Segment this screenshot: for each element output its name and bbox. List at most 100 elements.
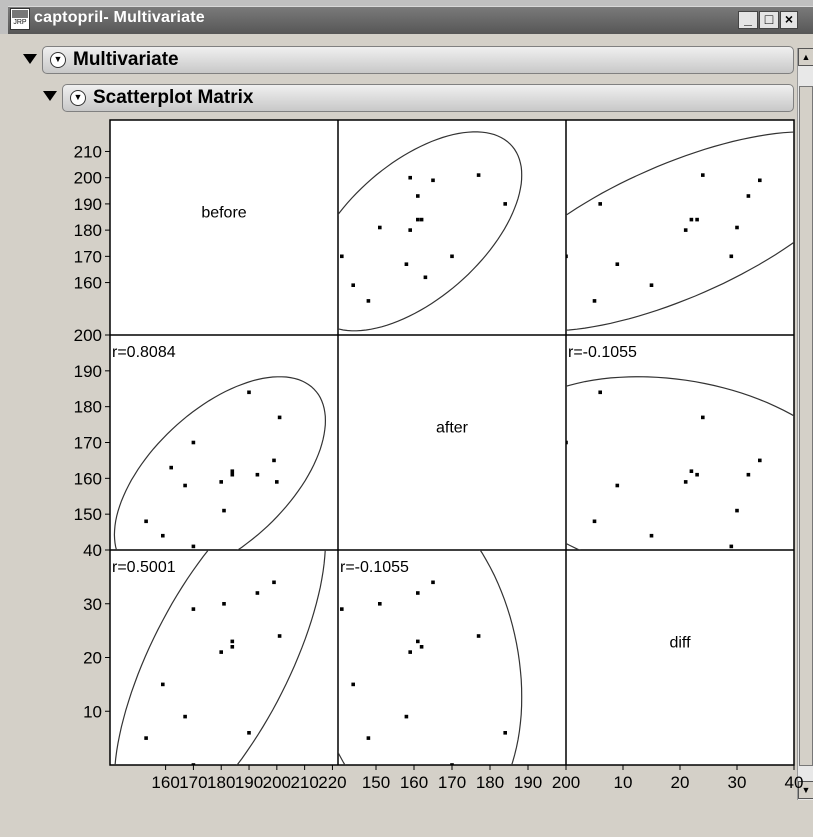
scroll-down-icon[interactable]: ▼	[798, 781, 813, 799]
close-button[interactable]: ×	[780, 11, 798, 29]
data-point	[340, 254, 344, 259]
x-tick-label: 200	[263, 773, 291, 792]
data-point	[230, 472, 235, 477]
data-point	[450, 763, 454, 765]
data-point	[183, 714, 187, 719]
data-point	[404, 262, 409, 266]
data-point	[798, 480, 802, 484]
data-point	[191, 544, 196, 549]
data-point	[161, 533, 165, 538]
density-ellipse-before-diff	[114, 550, 326, 765]
data-point	[450, 254, 454, 259]
data-point	[503, 202, 507, 206]
data-point	[219, 480, 223, 484]
data-point	[408, 175, 412, 180]
data-point	[649, 283, 654, 287]
disclosure-triangle-icon[interactable]	[23, 54, 37, 64]
outline-scatterplot-matrix[interactable]: ▼ Scatterplot Matrix	[62, 84, 794, 112]
data-point	[695, 472, 699, 477]
correlation-label: r=-0.1055	[568, 344, 637, 361]
data-point	[144, 519, 148, 524]
y-tick-label: 10	[83, 702, 102, 721]
scroll-up-icon[interactable]: ▲	[798, 48, 813, 66]
y-tick-label: 180	[74, 221, 102, 240]
data-point	[746, 472, 751, 477]
data-point	[592, 299, 597, 303]
data-point	[408, 650, 412, 654]
data-point	[191, 607, 196, 611]
outline-multivariate[interactable]: ▼ Multivariate	[42, 46, 794, 74]
x-tick-label: 170	[438, 773, 466, 792]
data-point	[416, 639, 420, 644]
data-point	[419, 217, 424, 222]
correlation-label: r=0.5001	[112, 559, 176, 576]
data-point	[277, 634, 282, 638]
window-title: captopril- Multivariate	[34, 9, 205, 26]
data-point	[275, 480, 279, 484]
x-tick-label: 200	[552, 773, 580, 792]
data-point	[351, 283, 355, 287]
data-point	[161, 682, 165, 687]
x-tick-label: 210	[290, 773, 318, 792]
data-point	[419, 645, 424, 649]
x-tick-label: 160	[400, 773, 428, 792]
data-point	[566, 440, 568, 445]
window-titlebar: JRP captopril- Multivariate _ □ ×	[0, 0, 813, 35]
y-tick-label: 170	[74, 247, 102, 266]
data-point	[735, 225, 739, 230]
data-point	[416, 591, 420, 595]
y-tick-label: 170	[74, 434, 102, 453]
vertical-scrollbar[interactable]: ▲ ▼	[797, 48, 813, 800]
density-ellipse-after-before	[338, 131, 523, 332]
y-tick-label: 30	[83, 595, 102, 614]
data-point	[689, 217, 694, 222]
outline-scatterplot-matrix-label: Scatterplot Matrix	[93, 87, 254, 108]
minimize-button[interactable]: _	[738, 11, 758, 29]
data-point	[247, 390, 251, 395]
data-point	[503, 731, 507, 735]
data-point	[169, 465, 173, 470]
matrix-background	[109, 119, 795, 766]
data-point	[689, 469, 694, 473]
data-point	[416, 194, 420, 198]
x-tick-label: 180	[207, 773, 235, 792]
disclosure-triangle-icon[interactable]	[43, 91, 57, 101]
data-point	[277, 415, 282, 420]
data-point	[683, 228, 688, 232]
data-point	[191, 763, 196, 765]
data-point	[735, 508, 739, 513]
y-tick-label: 160	[74, 469, 102, 488]
data-point	[598, 202, 602, 206]
maximize-button[interactable]: □	[759, 11, 779, 29]
data-point	[431, 580, 435, 585]
data-point	[431, 178, 435, 183]
x-tick-label: 180	[476, 773, 504, 792]
data-point	[701, 415, 705, 420]
data-point	[729, 544, 734, 549]
x-tick-label: 190	[235, 773, 263, 792]
jmp-document-icon: JRP	[10, 8, 30, 30]
x-tick-label: 30	[728, 773, 747, 792]
popup-menu-icon[interactable]: ▼	[70, 90, 86, 106]
density-ellipse-before-after	[113, 376, 326, 550]
data-point	[758, 178, 762, 183]
data-point	[649, 533, 654, 538]
data-point	[424, 769, 428, 773]
data-point	[351, 682, 355, 687]
data-point	[592, 519, 597, 524]
data-point	[366, 736, 371, 740]
popup-menu-icon[interactable]: ▼	[50, 52, 66, 68]
x-tick-label: 220	[318, 773, 346, 792]
data-point	[191, 440, 196, 445]
data-point	[408, 228, 412, 232]
data-point	[255, 472, 260, 477]
jmp-icon-text: JRP	[13, 19, 27, 26]
data-point	[340, 607, 344, 611]
data-point	[366, 299, 371, 303]
diagonal-label-before: before	[201, 205, 246, 222]
data-point	[404, 714, 409, 719]
y-tick-label: 210	[74, 142, 102, 161]
data-point	[476, 173, 481, 177]
data-point	[230, 645, 235, 649]
